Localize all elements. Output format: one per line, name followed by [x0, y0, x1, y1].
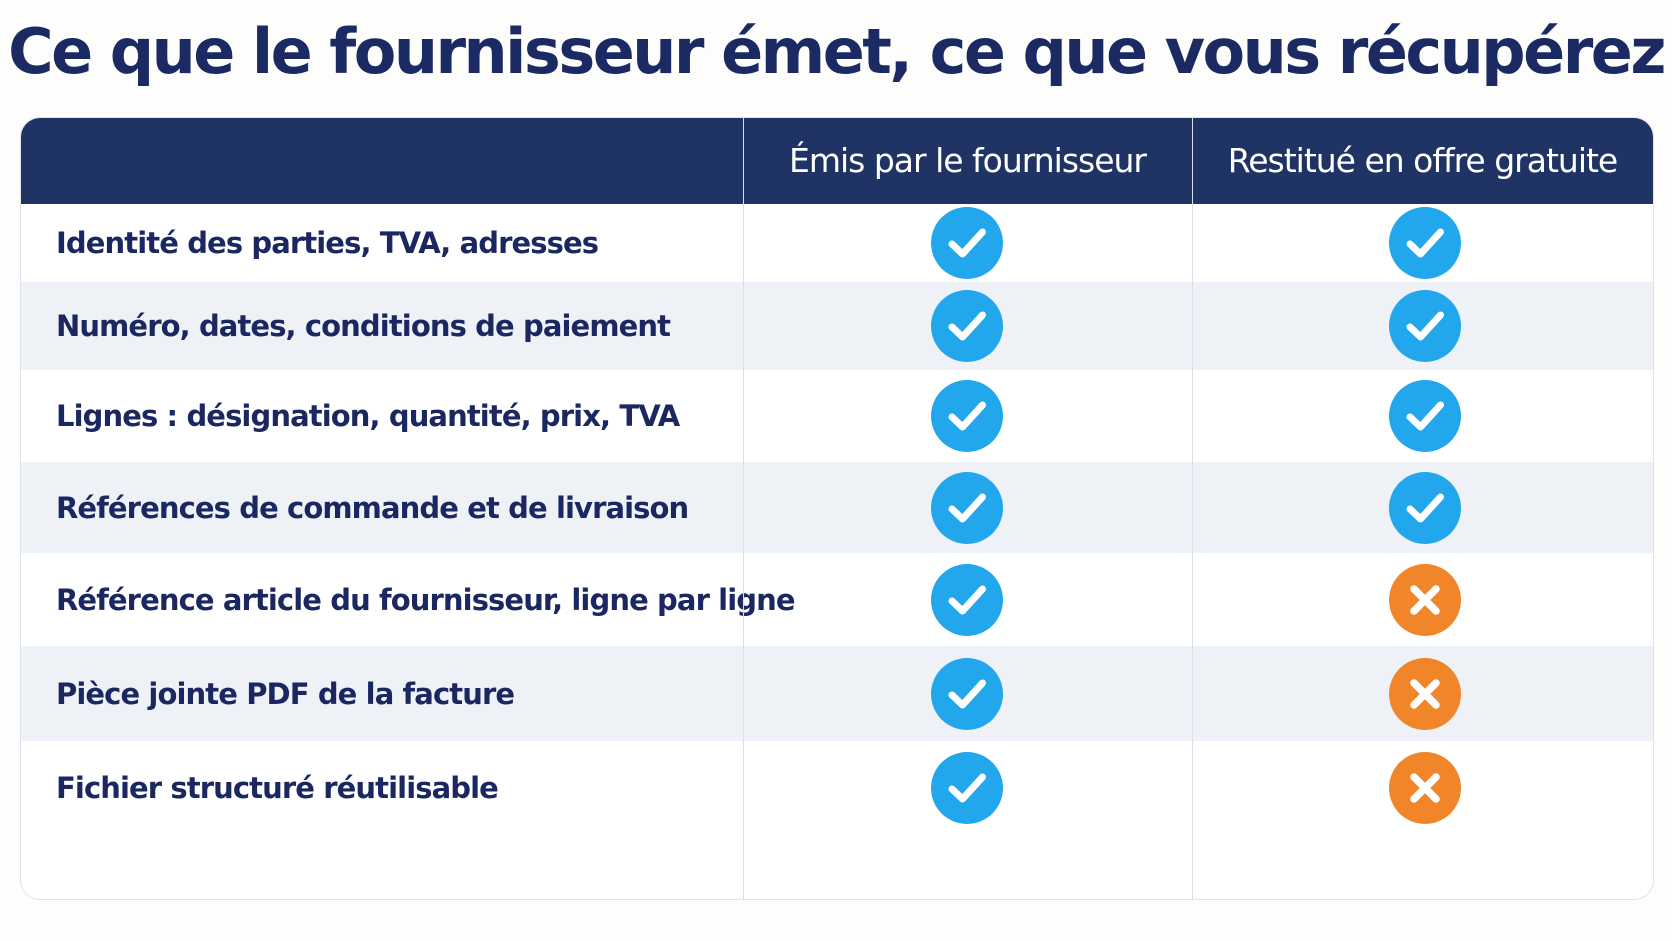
table-row: Référence article du fournisseur, ligne … [21, 553, 1653, 646]
column-divider [743, 118, 744, 899]
table-row: Pièce jointe PDF de la facture [21, 646, 1653, 741]
check-icon [931, 207, 1003, 279]
table-row: Identité des parties, TVA, adresses [21, 204, 1653, 282]
header-restored-free-offer: Restitué en offre gratuite [1227, 141, 1618, 180]
row-label: Références de commande et de livraison [56, 490, 689, 525]
table-row: Lignes : désignation, quantité, prix, TV… [21, 370, 1653, 462]
row-label: Référence article du fournisseur, ligne … [56, 582, 796, 617]
cross-icon [1389, 563, 1461, 636]
check-icon [1389, 207, 1461, 279]
check-icon [931, 751, 1003, 824]
cross-icon [1389, 657, 1461, 730]
table-row: Numéro, dates, conditions de paiement [21, 282, 1653, 370]
check-icon [931, 657, 1003, 730]
cross-icon [1389, 751, 1461, 824]
table-row: Fichier structuré réutilisable [21, 741, 1653, 834]
header-emitted-by-supplier: Émis par le fournisseur [789, 141, 1147, 180]
check-icon [931, 290, 1003, 362]
check-icon [1389, 471, 1461, 544]
comparison-table: Émis par le fournisseur Restitué en offr… [20, 117, 1654, 900]
row-label: Lignes : désignation, quantité, prix, TV… [56, 399, 680, 433]
check-icon [931, 563, 1003, 636]
row-label: Fichier structuré réutilisable [56, 770, 499, 805]
column-divider [1192, 118, 1193, 899]
header-empty-cell [21, 118, 743, 204]
table-header: Émis par le fournisseur Restitué en offr… [21, 118, 1653, 204]
check-icon [931, 380, 1003, 452]
check-icon [931, 471, 1003, 544]
page-title: Ce que le fournisseur émet, ce que vous … [8, 15, 1666, 88]
row-label: Numéro, dates, conditions de paiement [56, 309, 671, 343]
table-row: Références de commande et de livraison [21, 462, 1653, 553]
check-icon [1389, 290, 1461, 362]
row-label: Identité des parties, TVA, adresses [56, 226, 599, 260]
check-icon [1389, 380, 1461, 452]
row-label: Pièce jointe PDF de la facture [56, 676, 515, 711]
